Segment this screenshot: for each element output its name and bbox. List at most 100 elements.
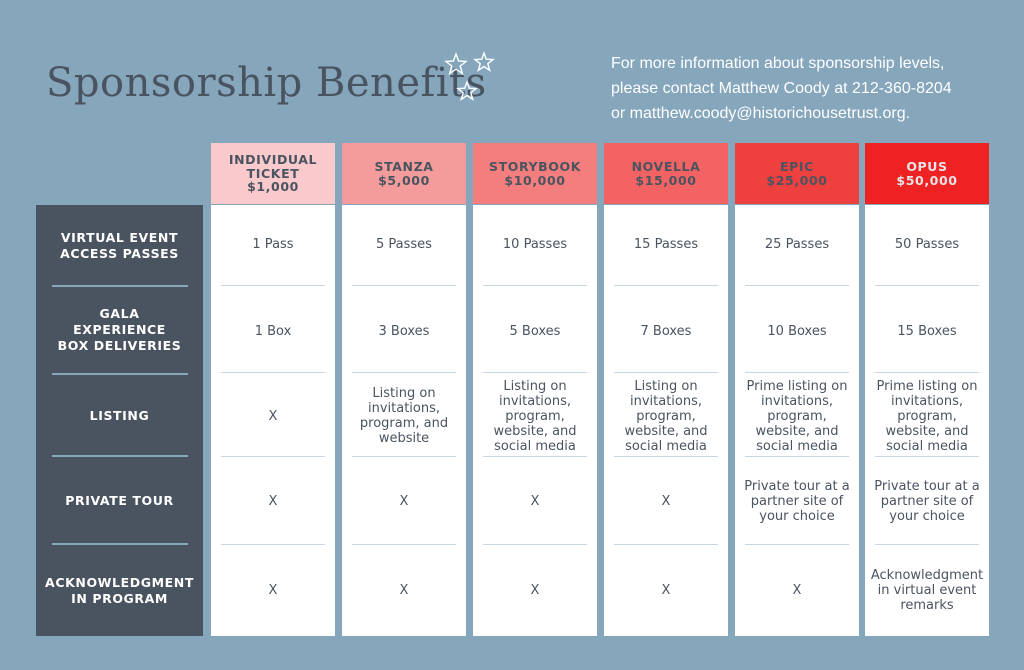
benefit-cell: Listing on invitations, program, and web… — [359, 386, 449, 446]
benefit-cell: X — [661, 583, 671, 598]
page-title: Sponsorship Benefits — [46, 60, 487, 106]
cell-divider — [745, 456, 849, 457]
benefit-cell: Private tour at a partner site of your c… — [744, 478, 850, 524]
benefit-cell: 5 Boxes — [509, 323, 561, 339]
benefit-cell: X — [268, 408, 278, 424]
tier-name: STORYBOOK — [488, 159, 581, 174]
cell-divider — [875, 285, 979, 286]
contact-line: For more information about sponsorship l… — [611, 55, 945, 72]
tier-name: STANZA — [374, 159, 434, 174]
cell-divider — [483, 285, 587, 286]
benefit-cell: X — [792, 583, 802, 598]
benefit-labels-column: VIRTUAL EVENT ACCESS PASSES GALA EXPERIE… — [36, 205, 203, 636]
cell-divider — [352, 456, 456, 457]
row-label: VIRTUAL EVENT ACCESS PASSES — [60, 230, 179, 261]
cell-divider — [745, 372, 849, 373]
cell-divider — [221, 544, 325, 545]
benefit-cell: Acknowledgment in virtual event remarks — [870, 568, 984, 613]
tier-column: 50 Passes 15 Boxes Prime listing on invita… — [865, 205, 989, 636]
row-divider — [52, 285, 188, 287]
cell-divider — [352, 372, 456, 373]
benefit-cell: 5 Passes — [376, 236, 432, 252]
cell-divider — [221, 285, 325, 286]
cell-divider — [875, 544, 979, 545]
row-divider — [52, 455, 188, 457]
benefit-cell: 25 Passes — [764, 236, 830, 252]
cell-divider — [483, 372, 587, 373]
cell-divider — [614, 285, 718, 286]
tier-header: NOVELLA $15,000 — [604, 143, 728, 204]
cell-divider — [614, 456, 718, 457]
tier-name: OPUS — [906, 159, 948, 174]
row-label: PRIVATE TOUR — [65, 492, 174, 508]
cell-divider — [614, 544, 718, 545]
tier-header: STANZA $5,000 — [342, 143, 466, 204]
benefit-cell: 1 Pass — [252, 236, 294, 252]
tier-price: $10,000 — [504, 172, 566, 188]
tier-price: $1,000 — [247, 179, 299, 195]
tier-header-text: EPIC $25,000 — [766, 160, 827, 187]
benefit-cell: 3 Boxes — [378, 323, 430, 339]
tier-price: $15,000 — [635, 172, 697, 188]
benefit-cell: 50 Passes — [894, 236, 960, 252]
tier-column: 1 Pass 1 Box X X X — [211, 205, 335, 636]
tier-header-text: OPUS $50,000 — [896, 160, 957, 187]
cell-divider — [875, 456, 979, 457]
cell-divider — [745, 285, 849, 286]
tier-column: 5 Passes 3 Boxes Listing on invitations, p… — [342, 205, 466, 636]
benefit-cell: 7 Boxes — [640, 323, 692, 339]
tier-header-text: NOVELLA $15,000 — [632, 160, 701, 187]
tier-header: STORYBOOK $10,000 — [473, 143, 597, 204]
cell-divider — [614, 372, 718, 373]
tier-header: EPIC $25,000 — [735, 143, 859, 204]
benefit-cell: 1 Box — [254, 323, 292, 339]
tier-header: INDIVIDUAL TICKET $1,000 — [211, 143, 335, 204]
benefit-cell: X — [268, 583, 278, 598]
cell-divider — [483, 544, 587, 545]
benefit-cell: Private tour at a partner site of your c… — [874, 478, 980, 524]
tier-name: NOVELLA — [631, 159, 701, 174]
benefit-cell: 10 Passes — [502, 236, 568, 252]
row-divider — [52, 543, 188, 545]
cell-divider — [875, 372, 979, 373]
row-label: LISTING — [89, 408, 150, 423]
cell-divider — [221, 372, 325, 373]
cell-divider — [221, 456, 325, 457]
benefit-cell: Listing on invitations, program, website… — [624, 378, 708, 454]
benefit-cell: X — [268, 493, 278, 509]
tier-price: $5,000 — [378, 172, 430, 188]
tier-header: OPUS $50,000 — [865, 143, 989, 204]
tier-header-text: INDIVIDUAL TICKET $1,000 — [211, 153, 335, 194]
tier-name: EPIC — [780, 159, 814, 174]
tier-header-text: STORYBOOK $10,000 — [489, 160, 581, 187]
row-label: GALA EXPERIENCE BOX DELIVERIES — [57, 306, 182, 353]
benefit-cell: X — [661, 493, 671, 509]
benefit-cell: Listing on invitations, program, website… — [493, 378, 577, 454]
cell-divider — [745, 544, 849, 545]
tier-column: 10 Passes 5 Boxes Listing on invitations, … — [473, 205, 597, 636]
contact-line: please contact Matthew Coody at 212-360-… — [611, 80, 952, 97]
benefit-cell: X — [530, 583, 540, 598]
benefit-cell: X — [399, 583, 409, 598]
tier-column: 15 Passes 7 Boxes Listing on invitations, … — [604, 205, 728, 636]
benefit-cell: Prime listing on invitations, program, w… — [876, 378, 978, 454]
tier-column: 25 Passes 10 Boxes Prime listing on invita… — [735, 205, 859, 636]
benefit-cell: X — [530, 493, 540, 509]
benefit-cell: X — [399, 493, 409, 509]
stars-icon — [444, 50, 495, 101]
tier-header-text: STANZA $5,000 — [374, 160, 433, 187]
tier-name: INDIVIDUAL TICKET — [228, 152, 318, 181]
benefit-cell: 15 Passes — [633, 236, 699, 252]
cell-divider — [352, 544, 456, 545]
benefit-cell: 15 Boxes — [897, 323, 957, 339]
tier-price: $50,000 — [896, 172, 958, 188]
tier-price: $25,000 — [766, 172, 828, 188]
cell-divider — [352, 285, 456, 286]
row-label: ACKNOWLEDGMENT IN PROGRAM — [45, 574, 194, 606]
benefit-cell: Prime listing on invitations, program, w… — [746, 378, 848, 454]
benefit-cell: 10 Boxes — [767, 323, 827, 339]
row-divider — [52, 373, 188, 375]
contact-info: For more information about sponsorship l… — [611, 51, 1011, 126]
contact-line[interactable]: or matthew.coody@historichousetrust.org. — [611, 105, 911, 122]
cell-divider — [483, 456, 587, 457]
